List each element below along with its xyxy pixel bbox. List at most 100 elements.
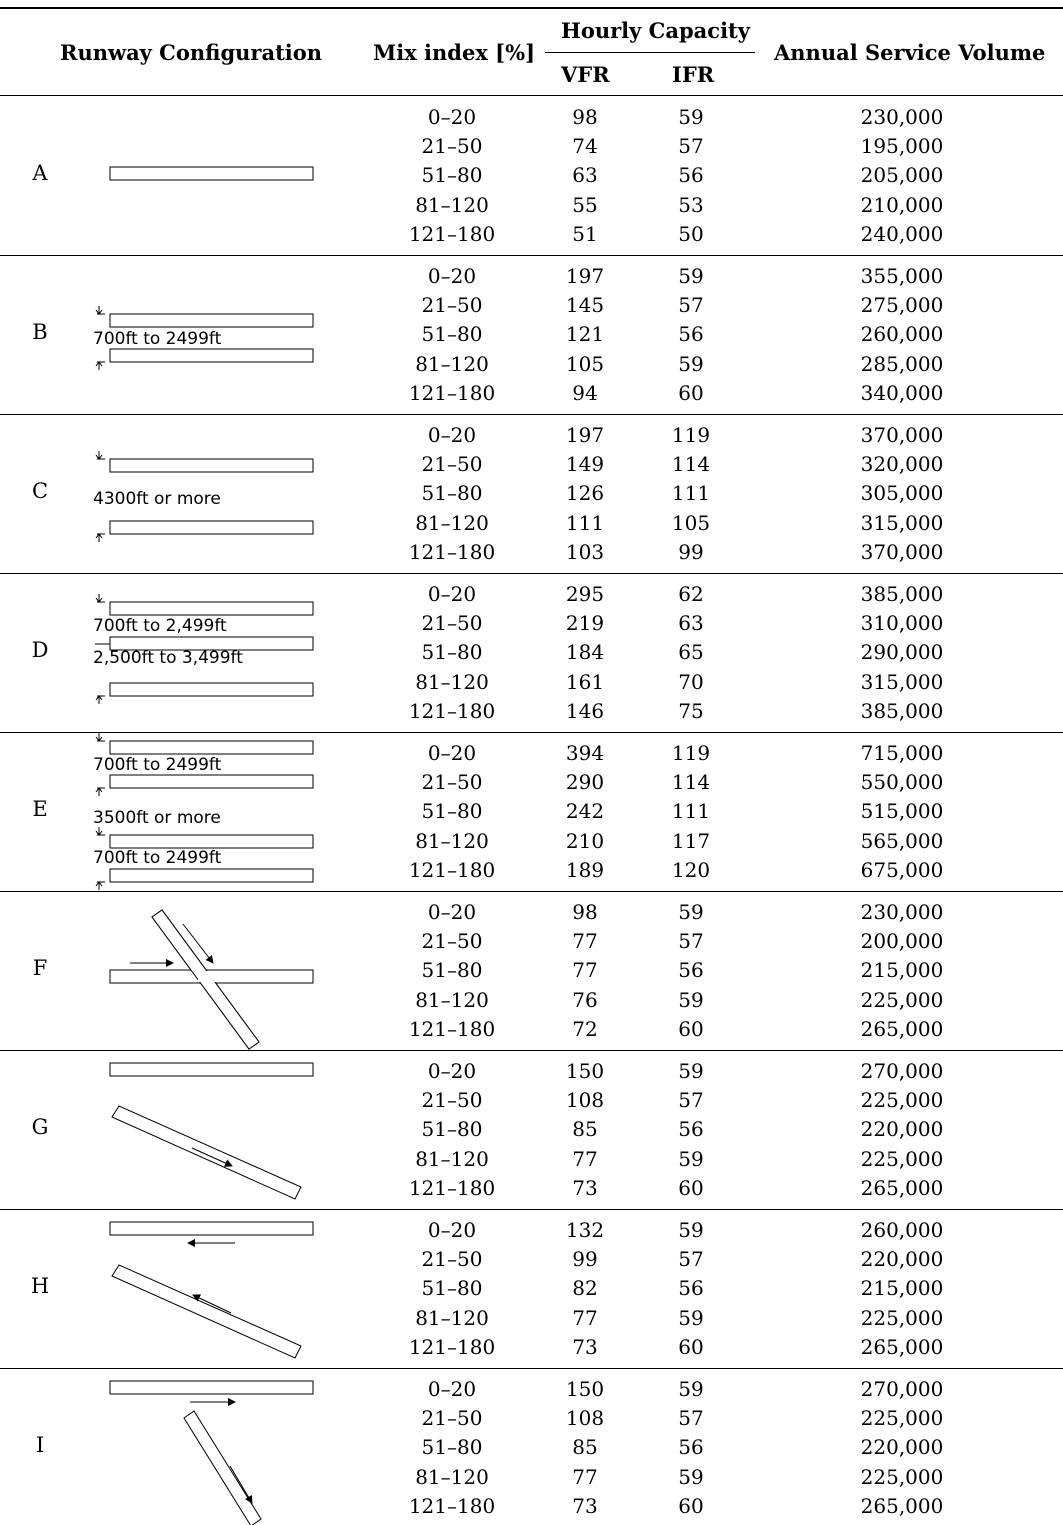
vfr-cell: 76	[572, 987, 598, 1012]
vfr-cell: 85	[572, 1117, 598, 1142]
ifr-cell: 114	[671, 452, 711, 477]
mix-index-cell: 51–80	[421, 1117, 483, 1142]
separation-arrow	[95, 827, 105, 836]
top-rule	[0, 7, 1063, 9]
mix-index-cell: 0–20	[427, 1218, 477, 1242]
config-letter: I	[35, 1433, 45, 1457]
group-separator	[0, 891, 1063, 892]
mix-index-cell: 51–80	[421, 1435, 483, 1460]
group-separator	[0, 414, 1063, 415]
runway-diagram: 700ft to 2499ft	[93, 306, 314, 370]
mix-index-cell: 0–20	[427, 1377, 477, 1401]
ifr-cell: 60	[678, 1493, 704, 1518]
runway-bar	[109, 682, 314, 697]
ifr-cell: 65	[678, 640, 704, 665]
mix-index-cell: 51–80	[421, 958, 483, 983]
mix-index-cell: 81–120	[415, 351, 489, 376]
ifr-cell: 62	[678, 582, 704, 606]
asv-cell: 285,000	[860, 351, 944, 376]
runway-bar	[109, 601, 314, 616]
separation-arrow	[95, 594, 105, 603]
ifr-cell: 59	[678, 1377, 704, 1401]
vfr-cell: 94	[572, 380, 598, 405]
runway-diagram	[109, 1221, 314, 1359]
separation-arrow	[95, 533, 105, 542]
runway-bar	[109, 458, 314, 473]
group-separator	[0, 732, 1063, 733]
ifr-cell: 117	[671, 828, 711, 853]
asv-cell: 270,000	[860, 1377, 944, 1401]
ifr-cell: 56	[678, 163, 704, 188]
vfr-cell: 73	[572, 1175, 598, 1200]
vfr-cell: 242	[565, 799, 605, 824]
mix-index-cell: 81–120	[415, 1305, 489, 1330]
vfr-cell: 77	[572, 958, 598, 983]
mix-index-cell: 121–180	[408, 1175, 496, 1200]
group-separator	[0, 1209, 1063, 1210]
mix-index-cell: 81–120	[415, 1464, 489, 1489]
hourly-capacity-rule	[545, 52, 755, 53]
config-letter: C	[31, 479, 49, 503]
runway-bar	[109, 868, 314, 883]
ifr-cell: 50	[678, 221, 704, 246]
vfr-cell: 290	[565, 770, 605, 795]
group-separator	[0, 1368, 1063, 1369]
vfr-cell: 394	[565, 741, 605, 765]
asv-cell: 225,000	[860, 1464, 944, 1489]
separation-label: 2,500ft to 3,499ft	[93, 648, 243, 668]
ifr-cell: 59	[678, 105, 704, 129]
vfr-cell: 82	[572, 1276, 598, 1301]
ifr-cell: 63	[678, 611, 704, 636]
asv-cell: 210,000	[860, 192, 944, 217]
mix-index-cell: 0–20	[427, 264, 477, 288]
runway-bar	[109, 834, 314, 849]
mix-index-cell: 51–80	[421, 799, 483, 824]
vfr-cell: 111	[565, 510, 605, 535]
asv-cell: 265,000	[860, 1493, 944, 1518]
mix-index-cell: 0–20	[427, 741, 477, 765]
asv-cell: 225,000	[860, 1088, 944, 1113]
runway-diagram	[109, 1062, 314, 1200]
vfr-cell: 108	[565, 1088, 605, 1113]
asv-cell: 220,000	[860, 1435, 944, 1460]
config-letter: G	[31, 1115, 49, 1139]
ifr-cell: 56	[678, 1117, 704, 1142]
asv-cell: 675,000	[860, 857, 944, 882]
header-mix-index: Mix index [%]	[373, 40, 536, 65]
header-rule	[0, 95, 1063, 96]
ifr-cell: 57	[678, 134, 704, 159]
asv-cell: 370,000	[860, 423, 944, 447]
mix-index-cell: 51–80	[421, 481, 483, 506]
header-vfr: VFR	[561, 62, 610, 87]
mix-index-cell: 81–120	[415, 987, 489, 1012]
asv-cell: 205,000	[860, 163, 944, 188]
vfr-cell: 210	[565, 828, 605, 853]
header-ifr: IFR	[672, 62, 715, 87]
runway-bar	[109, 166, 314, 181]
vfr-cell: 197	[565, 264, 605, 288]
separation-label: 700ft to 2499ft	[93, 755, 222, 775]
vfr-cell: 121	[565, 322, 605, 347]
runway-bar	[109, 740, 314, 755]
separation-label: 700ft to 2499ft	[93, 848, 222, 868]
mix-index-cell: 21–50	[421, 1247, 483, 1272]
mix-index-cell: 81–120	[415, 669, 489, 694]
vfr-cell: 73	[572, 1334, 598, 1359]
ifr-cell: 57	[678, 1247, 704, 1272]
group-separator	[0, 573, 1063, 574]
mix-index-cell: 21–50	[421, 770, 483, 795]
vfr-cell: 126	[565, 481, 605, 506]
runway-bar	[109, 520, 314, 535]
vfr-cell: 73	[572, 1493, 598, 1518]
config-letter: H	[30, 1274, 50, 1298]
config-letter: F	[32, 956, 48, 980]
diagonal-runway	[111, 1105, 302, 1200]
traffic-arrow	[192, 1294, 232, 1314]
mix-index-cell: 0–20	[427, 1059, 477, 1083]
asv-cell: 355,000	[860, 264, 944, 288]
asv-cell: 565,000	[860, 828, 944, 853]
vfr-cell: 72	[572, 1016, 598, 1041]
asv-cell: 225,000	[860, 1146, 944, 1171]
separation-arrow	[95, 695, 105, 704]
vfr-cell: 149	[565, 452, 605, 477]
